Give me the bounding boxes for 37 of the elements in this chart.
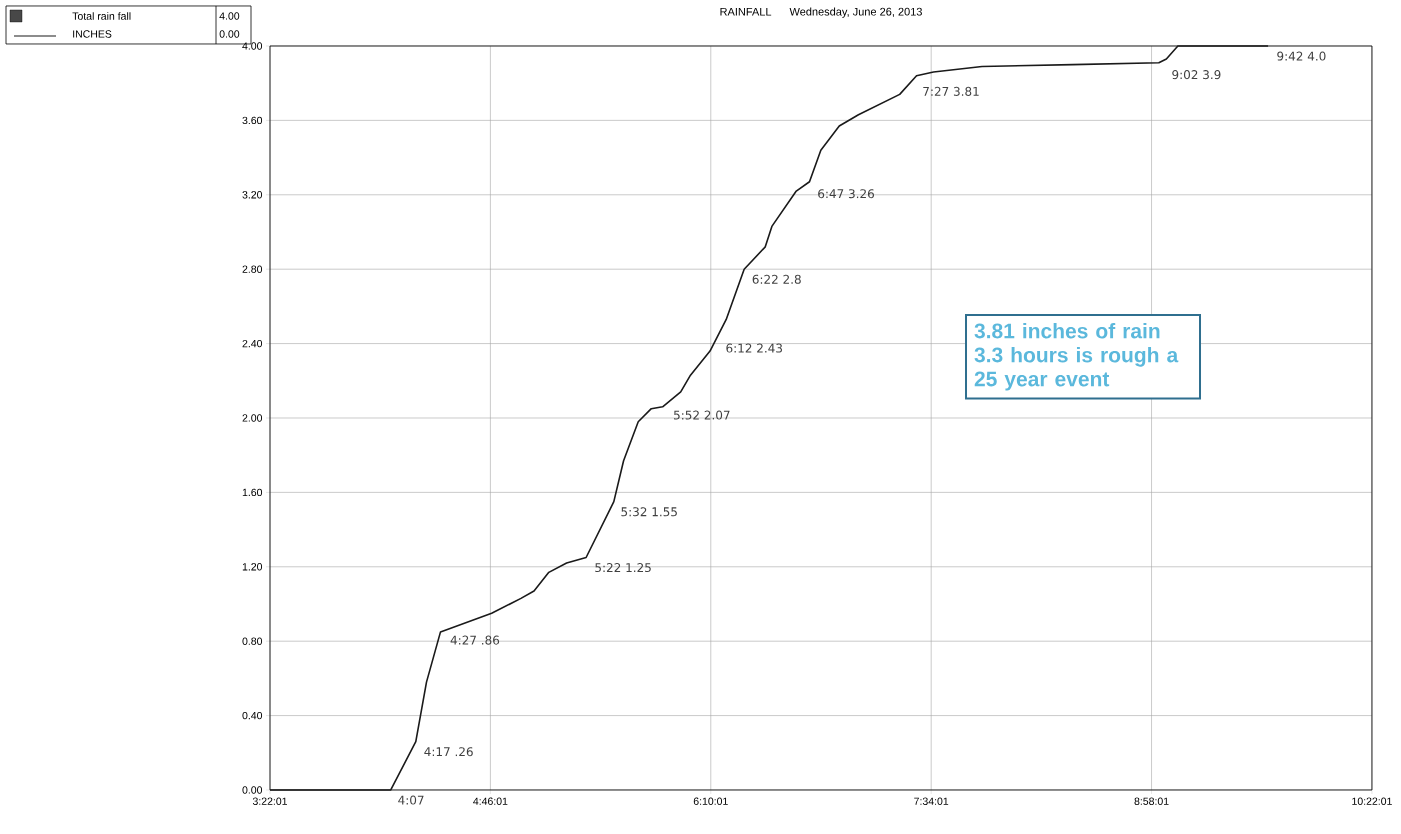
annotation: 6:12 2.43 (726, 343, 783, 353)
y-tick-label: 0.00 (242, 786, 263, 794)
annotation: 5:22 1.25 (595, 563, 651, 573)
annotation: 4:27 .86 (450, 635, 500, 645)
annotation: 5:52 2.07 (674, 410, 730, 420)
annotation: 4:07 (398, 795, 424, 805)
y-tick-label: 1.60 (242, 488, 263, 497)
text: 0.00 (219, 30, 240, 38)
annotation: 7:27 3.81 (923, 86, 979, 96)
text: INCHES (73, 30, 112, 38)
y-tick-label: 2.80 (242, 265, 263, 273)
text: Total rain fall (72, 12, 131, 20)
y-tick-label: 0.40 (242, 711, 263, 720)
y-tick-label: 3.60 (242, 116, 263, 125)
chart-title: RAINFALL (720, 7, 772, 16)
y-tick-label: 4.00 (242, 42, 263, 50)
annotation: 9:42 4.0 (1277, 51, 1326, 61)
x-tick-label: 10:22:01 (1352, 797, 1392, 805)
y-tick-label: 2.00 (242, 414, 263, 422)
annotation: 6:47 3.26 (818, 189, 875, 199)
x-tick-label: 8:58:01 (1134, 797, 1169, 805)
chart-subtitle: Wednesday, June 26, 2013 (789, 7, 922, 18)
y-tick-label: 0.80 (242, 637, 263, 645)
y-tick-label: 1.20 (242, 563, 263, 571)
annotation: 3.81 inches of rain 3.3 hours is rough a 25 year event (974, 322, 1179, 391)
x-tick-label: 3:22:01 (252, 797, 287, 805)
x-tick-label: 7:34:01 (914, 797, 949, 805)
line-series (269, 45, 1269, 791)
annotation: 6:22 2.8 (752, 274, 801, 284)
annotation: 9:02 3.9 (1172, 70, 1221, 80)
y-tick-label: 2.40 (242, 339, 263, 348)
annotation: 4:17 .26 (424, 747, 473, 757)
x-tick-label: 6:10:01 (693, 797, 728, 805)
annotation: 5:32 1.55 (621, 507, 677, 517)
y-tick-label: 3.20 (242, 191, 263, 199)
text: 4.00 (219, 12, 240, 20)
x-tick-label: 4:46:01 (473, 797, 508, 805)
